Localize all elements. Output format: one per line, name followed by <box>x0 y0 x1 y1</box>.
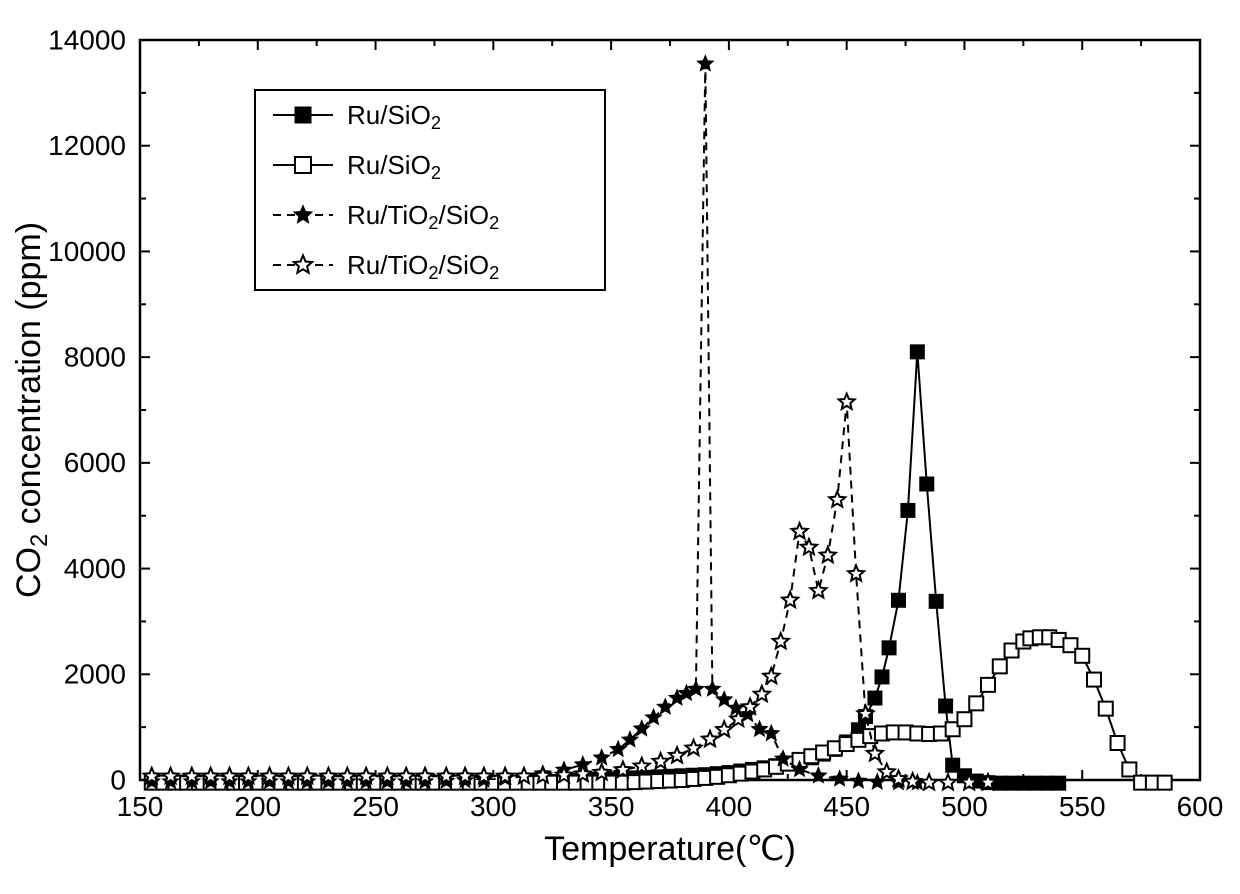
x-tick-label: 350 <box>588 791 635 822</box>
x-tick-label: 550 <box>1059 791 1106 822</box>
x-axis-label: Temperature(℃) <box>544 830 796 868</box>
y-tick-label: 8000 <box>64 341 126 372</box>
legend-label: Ru/SiO2 <box>347 150 441 183</box>
x-tick-label: 500 <box>941 791 988 822</box>
legend-label: Ru/TiO2/SiO2 <box>347 200 499 233</box>
y-tick-label: 0 <box>110 764 126 795</box>
y-tick-label: 12000 <box>48 130 126 161</box>
legend-label: Ru/TiO2/SiO2 <box>347 250 499 283</box>
y-tick-label: 6000 <box>64 447 126 478</box>
x-tick-label: 200 <box>234 791 281 822</box>
chart-svg: 1502002503003504004505005506000200040006… <box>0 0 1240 894</box>
y-tick-label: 14000 <box>48 24 126 55</box>
legend-label: Ru/SiO2 <box>347 100 441 133</box>
x-tick-label: 300 <box>470 791 517 822</box>
x-tick-label: 250 <box>352 791 399 822</box>
y-tick-label: 4000 <box>64 553 126 584</box>
x-tick-label: 450 <box>823 791 870 822</box>
x-tick-label: 400 <box>706 791 753 822</box>
y-tick-label: 10000 <box>48 236 126 267</box>
chart-container: 1502002503003504004505005506000200040006… <box>0 0 1240 894</box>
y-tick-label: 2000 <box>64 659 126 690</box>
x-tick-label: 150 <box>117 791 164 822</box>
x-tick-label: 600 <box>1177 791 1224 822</box>
legend: Ru/SiO2 Ru/SiO2 Ru/TiO2/SiO2 Ru/TiO2/SiO2 <box>255 90 605 290</box>
